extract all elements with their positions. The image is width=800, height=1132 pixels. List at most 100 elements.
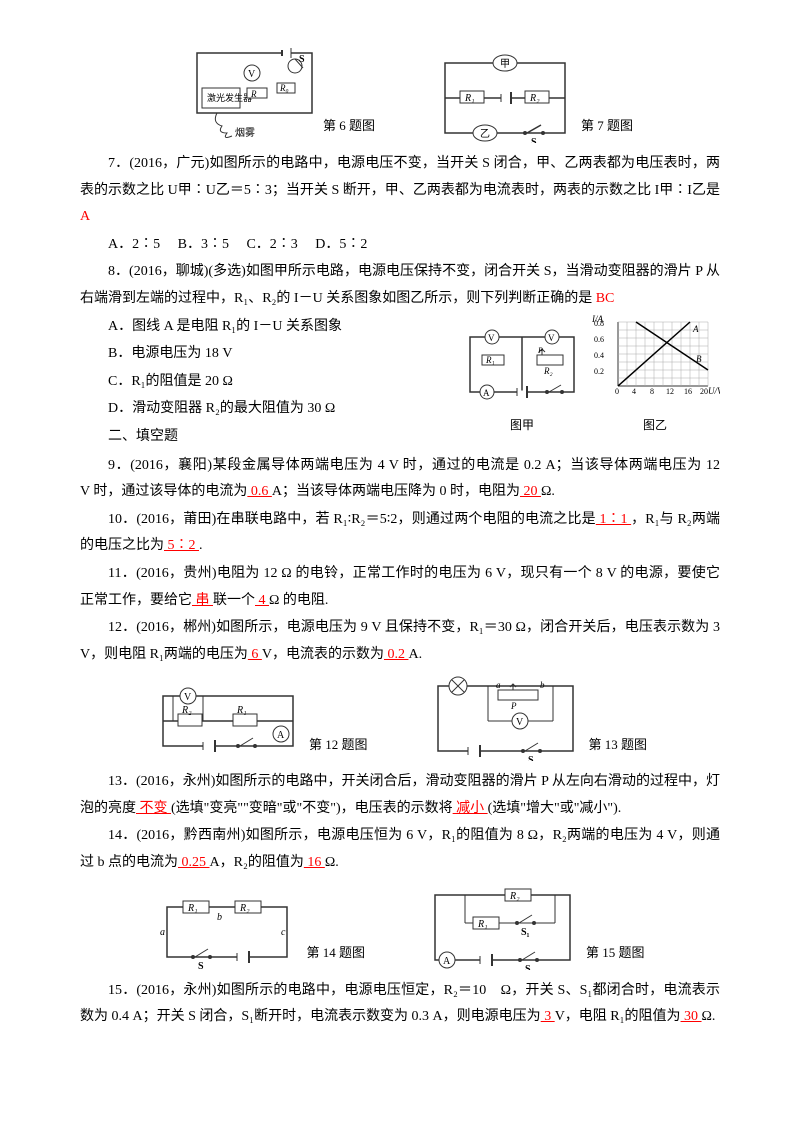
svg-text:R₁: R₁ bbox=[187, 903, 198, 914]
q13-a1: 不变 bbox=[136, 801, 171, 816]
laser-label: 激光发生器 bbox=[207, 92, 252, 103]
q11-a2: 4 bbox=[255, 593, 269, 608]
svg-text:0.4: 0.4 bbox=[594, 351, 604, 360]
question-8: 8．(2016，聊城)(多选)如图甲所示电路，电源电压保持不变，闭合开关 S，当… bbox=[80, 259, 720, 312]
q14-p1: 14．(2016，黔西南州)如图所示，电源电压恒为 6 V，R₁的阻值为 8 Ω… bbox=[80, 828, 720, 870]
svg-text:U/V: U/V bbox=[708, 386, 720, 396]
svg-text:P: P bbox=[510, 701, 517, 711]
figure-13: a b P V S 第 13 题图 bbox=[428, 676, 648, 761]
svg-text:a: a bbox=[496, 680, 501, 690]
svg-text:R₂: R₂ bbox=[529, 93, 540, 104]
q9-p3: Ω. bbox=[541, 484, 555, 499]
figure-8-group: V V R₁ P R₂ A 图甲 bbox=[462, 314, 720, 437]
question-9: 9．(2016，襄阳)某段金属导体两端电压为 4 V 时，通过的电流是 0.2 … bbox=[80, 453, 720, 506]
svg-text:b: b bbox=[540, 680, 545, 690]
question-13: 13．(2016，永州)如图所示的电路中，开关闭合后，滑动变阻器的滑片 P 从左… bbox=[80, 769, 720, 822]
svg-text:12: 12 bbox=[666, 387, 674, 396]
q10-p1: 10．(2016，莆田)在串联电路中，若 R₁∶R₂＝5∶2，则通过两个电阻的电… bbox=[108, 512, 596, 527]
circuit-6-svg: 激光发生器 V R R₀ S 烟雾 bbox=[167, 48, 317, 143]
question-11: 11．(2016，贵州)电阻为 12 Ω 的电铃，正常工作时的电压为 6 V，现… bbox=[80, 561, 720, 614]
question-7: 7．(2016，广元)如图所示的电路中，电源电压不变，当开关 S 闭合，甲、乙两… bbox=[80, 151, 720, 231]
svg-text:A: A bbox=[692, 324, 699, 334]
q13-a2: 减小 bbox=[453, 801, 488, 816]
question-15: 15．(2016，永州)如图所示的电路中，电源电压恒定，R₂＝10 Ω，开关 S… bbox=[80, 978, 720, 1031]
svg-text:V: V bbox=[248, 69, 256, 80]
fig6-caption: 第 6 题图 bbox=[323, 114, 375, 143]
q14-p3: Ω. bbox=[325, 855, 339, 870]
q8-answer: BC bbox=[596, 291, 615, 306]
q8-text: 8．(2016，聊城)(多选)如图甲所示电路，电源电压保持不变，闭合开关 S，当… bbox=[80, 264, 720, 306]
circuit-12-svg: V R₂ R₁ A bbox=[153, 681, 303, 761]
question-12: 12．(2016，郴州)如图所示，电源电压为 9 V 且保持不变，R₁＝30 Ω… bbox=[80, 615, 720, 668]
q10-a2: 5∶2 bbox=[164, 538, 199, 553]
q12-p2: V，电流表的示数为 bbox=[262, 647, 384, 662]
figure-6: 激光发生器 V R R₀ S 烟雾 第 6 题图 bbox=[167, 48, 375, 143]
fig15-caption: 第 15 题图 bbox=[586, 941, 645, 970]
figure-14: R₁ R₂ a b c S 第 14 题图 bbox=[155, 895, 365, 970]
q11-p3: Ω 的电阻. bbox=[269, 593, 328, 608]
question-14: 14．(2016，黔西南州)如图所示，电源电压恒为 6 V，R₁的阻值为 8 Ω… bbox=[80, 823, 720, 876]
q11-p2: 联一个 bbox=[213, 593, 255, 608]
svg-text:S: S bbox=[531, 137, 537, 143]
q10-p3: . bbox=[199, 538, 203, 553]
svg-text:R₀: R₀ bbox=[279, 83, 289, 93]
svg-text:c: c bbox=[281, 927, 286, 938]
svg-text:S: S bbox=[528, 755, 534, 761]
q7-options: A．2∶5 B．3∶5 C．2∶3 D．5∶2 bbox=[80, 232, 720, 259]
q12-a1: 6 bbox=[248, 647, 262, 662]
fig12-caption: 第 12 题图 bbox=[309, 733, 368, 762]
svg-text:V: V bbox=[548, 333, 555, 343]
q13-p2: (选填"变亮""变暗"或"不变")，电压表的示数将 bbox=[171, 801, 453, 816]
fig13-caption: 第 13 题图 bbox=[589, 733, 648, 762]
svg-text:S: S bbox=[198, 961, 204, 970]
q9-p2: A；当该导体两端电压降为 0 时，电阻为 bbox=[272, 484, 520, 499]
svg-text:20: 20 bbox=[700, 387, 708, 396]
graph-8-svg: A B 0.80.6 0.40.2 0 48 121620 I/A U/V bbox=[590, 314, 720, 404]
svg-text:A: A bbox=[277, 730, 285, 741]
circuit-7-svg: 甲 R₁ R₂ 乙 S bbox=[435, 53, 575, 143]
q15-p3: Ω. bbox=[702, 1009, 716, 1024]
svg-text:乙: 乙 bbox=[480, 128, 490, 140]
figure-row-6-7: 激光发生器 V R R₀ S 烟雾 第 6 题图 甲 R₁ R₂ bbox=[80, 48, 720, 143]
svg-text:16: 16 bbox=[684, 387, 692, 396]
svg-text:8: 8 bbox=[650, 387, 654, 396]
q14-a2: 16 bbox=[304, 855, 325, 870]
svg-text:R: R bbox=[250, 89, 257, 99]
svg-text:R₁: R₁ bbox=[477, 919, 488, 930]
svg-text:A: A bbox=[443, 956, 451, 967]
svg-text:S: S bbox=[525, 964, 531, 970]
q9-a2: 20 bbox=[520, 484, 541, 499]
figure-row-14-15: R₁ R₂ a b c S 第 14 题图 R₂ R₁ S₁ A S 第 15 … bbox=[80, 885, 720, 970]
svg-text:R₂: R₂ bbox=[509, 891, 520, 902]
figure-7: 甲 R₁ R₂ 乙 S 第 7 题图 bbox=[435, 53, 633, 143]
q10-a1: 1∶1 bbox=[596, 512, 631, 527]
svg-text:0.2: 0.2 bbox=[594, 367, 604, 376]
svg-text:R₂: R₂ bbox=[239, 903, 250, 914]
svg-text:S: S bbox=[299, 54, 305, 65]
circuit-13-svg: a b P V S bbox=[428, 676, 583, 761]
q7-text: 7．(2016，广元)如图所示的电路中，电源电压不变，当开关 S 闭合，甲、乙两… bbox=[80, 156, 720, 198]
svg-text:V: V bbox=[516, 717, 524, 728]
svg-text:R₂: R₂ bbox=[181, 705, 192, 716]
circuit-14-svg: R₁ R₂ a b c S bbox=[155, 895, 300, 970]
svg-text:S₁: S₁ bbox=[521, 927, 530, 938]
q13-p3: (选填"增大"或"减小"). bbox=[488, 801, 622, 816]
q15-a2: 30 bbox=[681, 1009, 702, 1024]
svg-text:0.6: 0.6 bbox=[594, 335, 604, 344]
smoke-label: 烟雾 bbox=[235, 126, 255, 139]
svg-text:b: b bbox=[217, 912, 222, 923]
q9-a1: 0.6 bbox=[247, 484, 272, 499]
circuit-8-svg: V V R₁ P R₂ A bbox=[462, 329, 582, 404]
svg-text:P: P bbox=[537, 346, 543, 355]
q14-p2: A，R₂的阻值为 bbox=[210, 855, 304, 870]
svg-text:R₁: R₁ bbox=[464, 93, 475, 104]
figure-15: R₂ R₁ S₁ A S 第 15 题图 bbox=[425, 885, 645, 970]
q15-p2: V，电阻 R₁的阻值为 bbox=[555, 1009, 681, 1024]
figure-row-12-13: V R₂ R₁ A 第 12 题图 a b P V S bbox=[80, 676, 720, 761]
svg-text:R₂: R₂ bbox=[543, 366, 553, 376]
fig7-caption: 第 7 题图 bbox=[581, 114, 633, 143]
q12-a2: 0.2 bbox=[384, 647, 409, 662]
q7-answer: A bbox=[80, 209, 90, 224]
svg-text:甲: 甲 bbox=[500, 59, 510, 70]
fig8-yi-label: 图乙 bbox=[590, 414, 720, 437]
